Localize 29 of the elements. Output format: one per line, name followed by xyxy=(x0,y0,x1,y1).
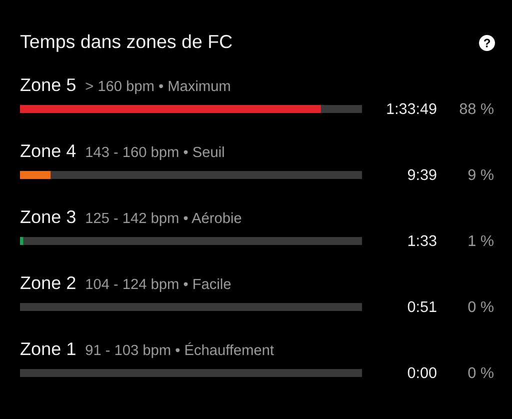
data-label: 0 % xyxy=(468,367,494,378)
bar xyxy=(23,237,362,245)
bar xyxy=(20,237,24,245)
y-tick-label: Zone 1 xyxy=(20,342,76,356)
text: 1:33:49 xyxy=(387,103,436,114)
data-label: 0 % xyxy=(468,301,494,312)
y-tick-label: Zone 4 xyxy=(20,144,76,158)
bar xyxy=(320,105,362,113)
annotation: 125 - 142 bpm • Aérobie xyxy=(86,212,242,226)
text: 0:00 xyxy=(408,367,436,378)
annotation: 104 - 124 bpm • Facile xyxy=(86,278,231,292)
text: 0:51 xyxy=(408,301,436,312)
bar xyxy=(20,303,362,311)
text: 1:33 xyxy=(408,235,436,246)
bar xyxy=(20,171,51,179)
annotation: > 160 bpm • Maximum xyxy=(86,80,230,94)
text: 9:39 xyxy=(408,169,436,180)
bar xyxy=(50,171,362,179)
bar xyxy=(20,369,362,377)
data-label: 88 % xyxy=(460,103,494,114)
chart-title: Temps dans zones de FC xyxy=(20,34,232,52)
data-label: 1 % xyxy=(468,235,494,246)
bar xyxy=(20,105,321,113)
y-tick-label: Zone 2 xyxy=(20,276,76,290)
y-tick-label: Zone 3 xyxy=(20,210,76,224)
annotation: 91 - 103 bpm • Échauffement xyxy=(86,342,274,358)
y-tick-label: Zone 5 xyxy=(20,78,76,92)
annotation: 143 - 160 bpm • Seuil xyxy=(86,146,224,160)
data-label: 9 % xyxy=(468,169,494,180)
